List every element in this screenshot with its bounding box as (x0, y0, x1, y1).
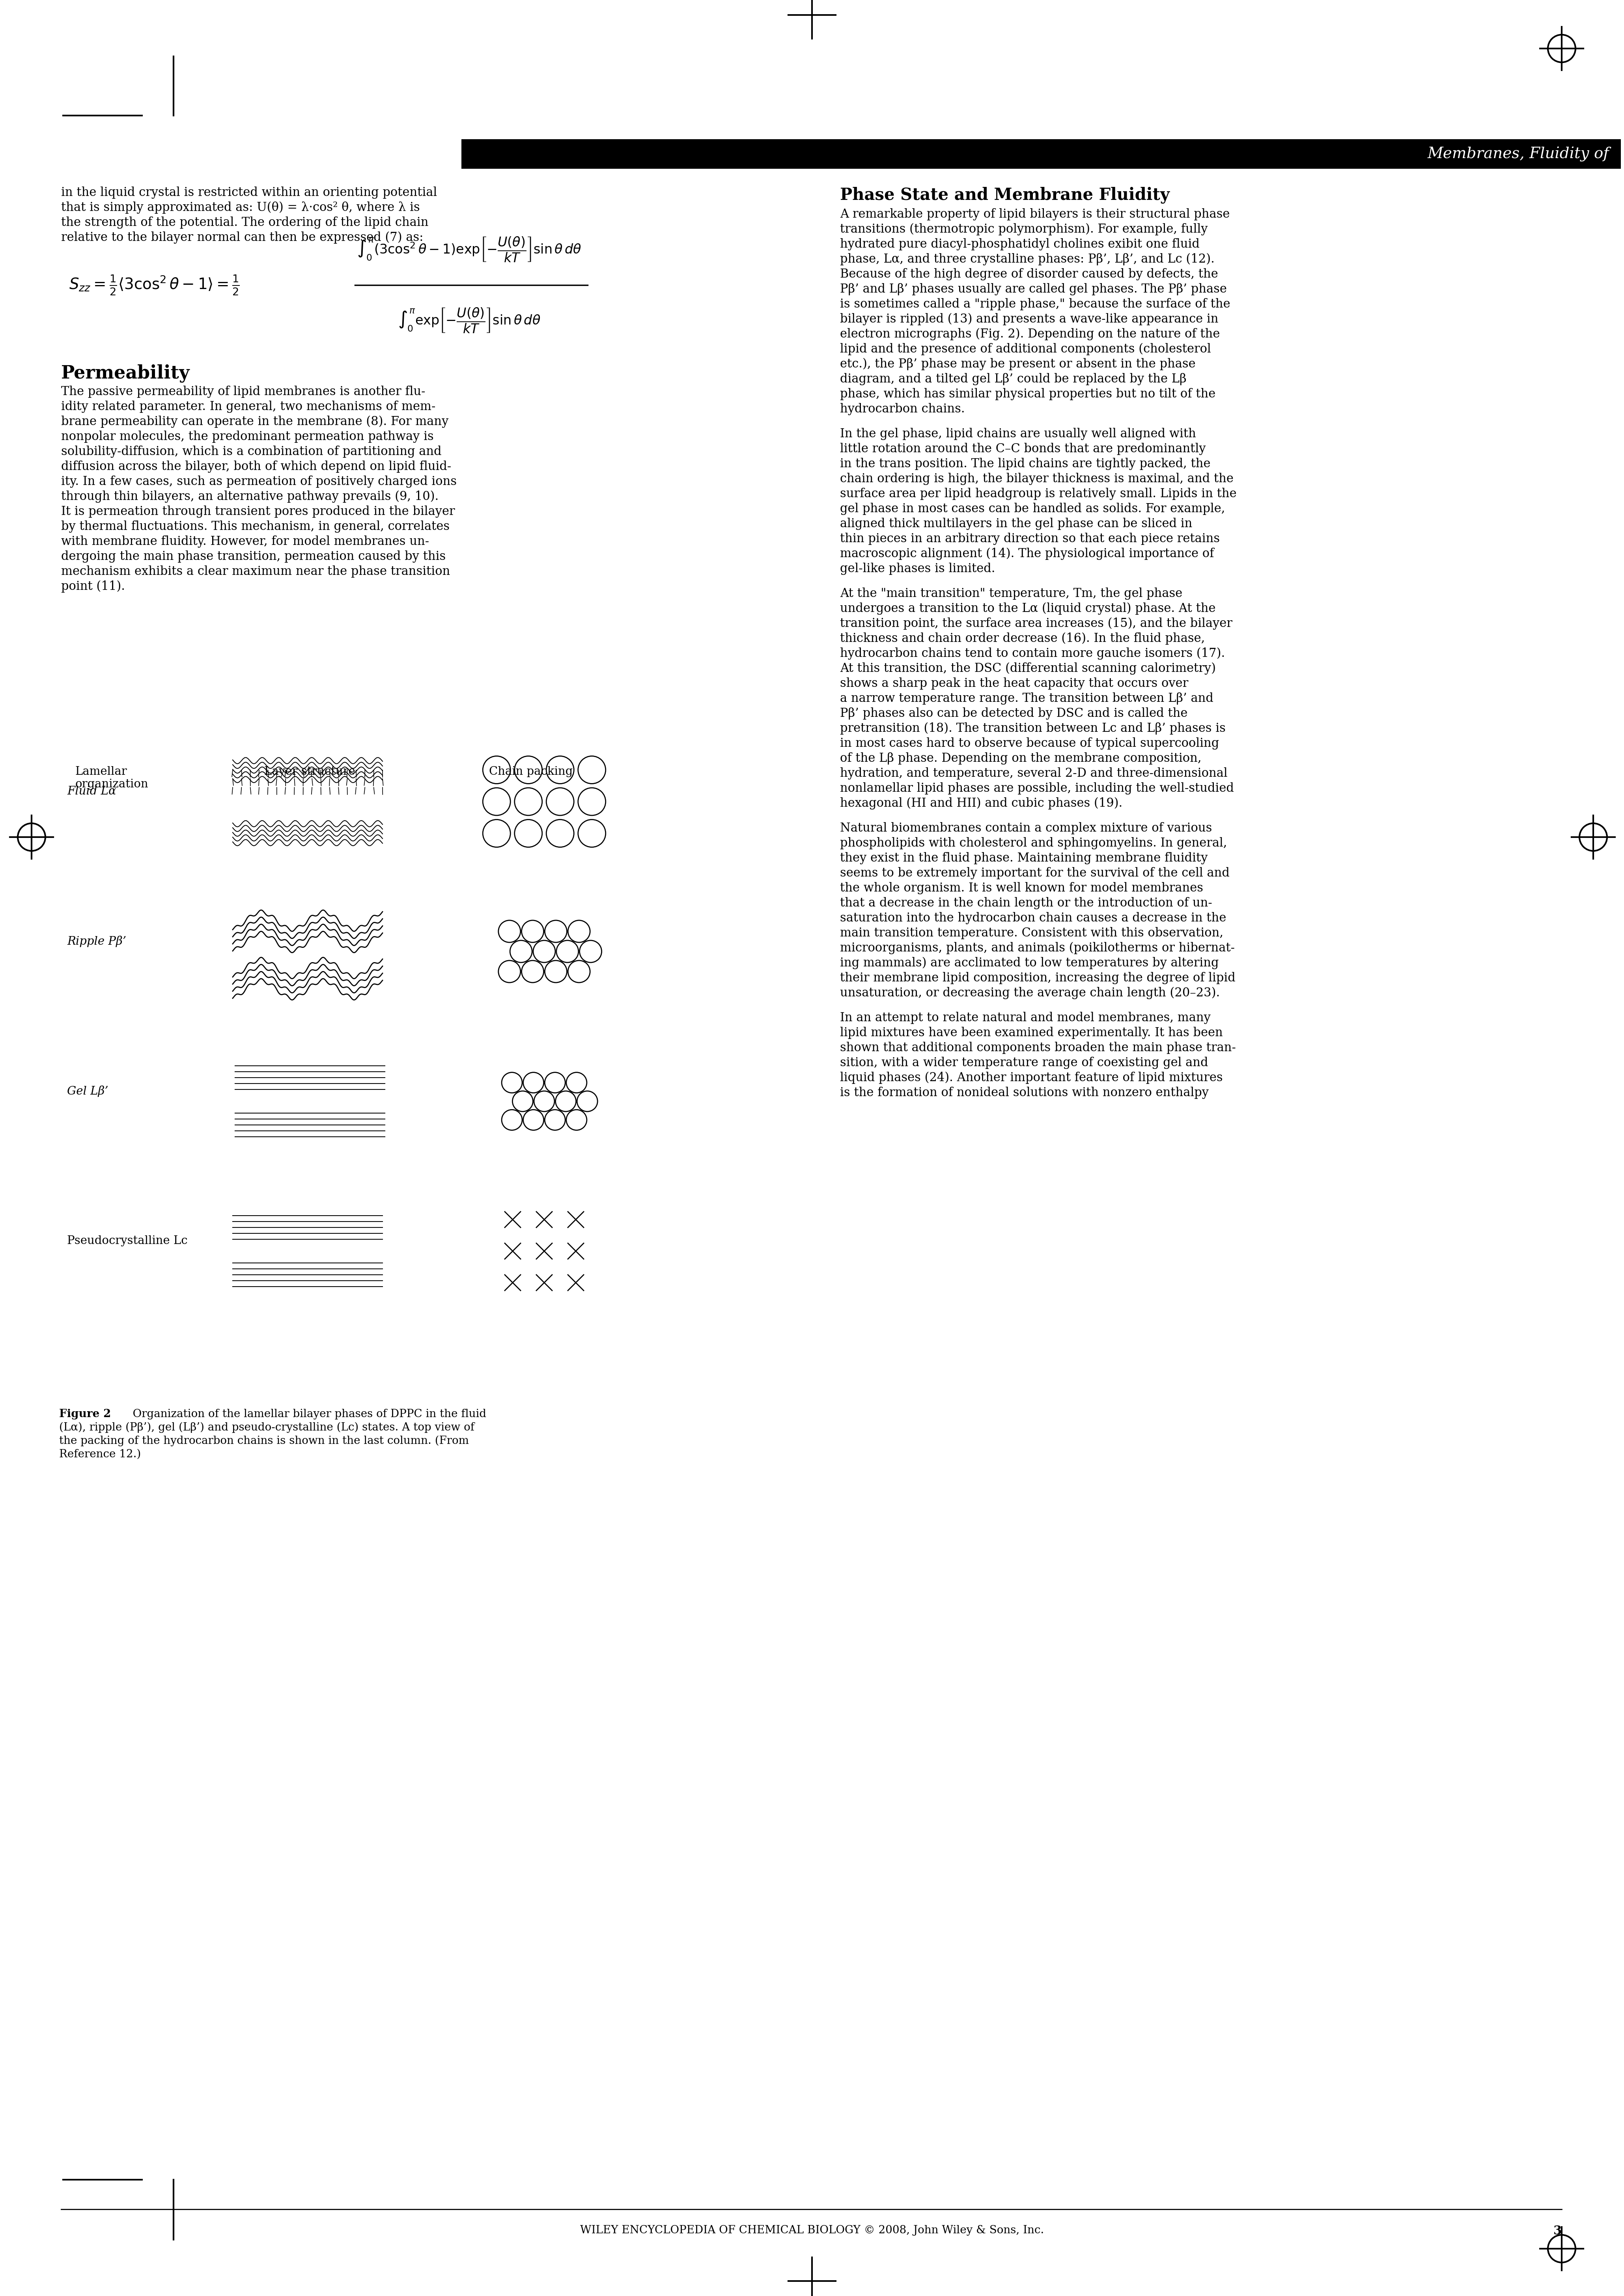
Text: phase, Lα, and three crystalline phases: Pβ’, Lβ’, and Lc (12).: phase, Lα, and three crystalline phases:… (840, 253, 1215, 266)
Text: the packing of the hydrocarbon chains is shown in the last column. (From: the packing of the hydrocarbon chains is… (58, 1435, 469, 1446)
Text: they exist in the fluid phase. Maintaining membrane fluidity: they exist in the fluid phase. Maintaini… (840, 852, 1208, 863)
Text: Organization of the lamellar bilayer phases of DPPC in the fluid: Organization of the lamellar bilayer pha… (122, 1410, 486, 1419)
Text: electron micrographs (Fig. 2). Depending on the nature of the: electron micrographs (Fig. 2). Depending… (840, 328, 1220, 340)
Text: through thin bilayers, an alternative pathway prevails (9, 10).: through thin bilayers, an alternative pa… (62, 491, 438, 503)
Text: surface area per lipid headgroup is relatively small. Lipids in the: surface area per lipid headgroup is rela… (840, 487, 1236, 501)
Text: bilayer is rippled (13) and presents a wave-like appearance in: bilayer is rippled (13) and presents a w… (840, 312, 1218, 326)
Text: phospholipids with cholesterol and sphingomyelins. In general,: phospholipids with cholesterol and sphin… (840, 838, 1228, 850)
Text: point (11).: point (11). (62, 581, 125, 592)
Text: pretransition (18). The transition between Lc and Lβ’ phases is: pretransition (18). The transition betwe… (840, 723, 1226, 735)
Text: idity related parameter. In general, two mechanisms of mem-: idity related parameter. In general, two… (62, 400, 435, 413)
Text: in most cases hard to observe because of typical supercooling: in most cases hard to observe because of… (840, 737, 1220, 748)
Text: Permeability: Permeability (62, 365, 190, 381)
Text: hydration, and temperature, several 2-D and three-dimensional: hydration, and temperature, several 2-D … (840, 767, 1228, 781)
Text: $S_{zz} = \frac{1}{2}\langle 3\cos^2\theta - 1\rangle = \frac{1}{2}$: $S_{zz} = \frac{1}{2}\langle 3\cos^2\the… (68, 273, 240, 296)
Text: At this transition, the DSC (differential scanning calorimetry): At this transition, the DSC (differentia… (840, 664, 1216, 675)
Text: seems to be extremely important for the survival of the cell and: seems to be extremely important for the … (840, 868, 1229, 879)
Text: transitions (thermotropic polymorphism). For example, fully: transitions (thermotropic polymorphism).… (840, 223, 1208, 236)
Text: Layer structure: Layer structure (265, 767, 356, 776)
Text: Chain packing: Chain packing (489, 767, 573, 776)
Text: nonlamellar lipid phases are possible, including the well-studied: nonlamellar lipid phases are possible, i… (840, 783, 1234, 794)
Text: saturation into the hydrocarbon chain causes a decrease in the: saturation into the hydrocarbon chain ca… (840, 912, 1226, 925)
Text: Figure 2: Figure 2 (58, 1410, 110, 1419)
Text: little rotation around the C–C bonds that are predominantly: little rotation around the C–C bonds tha… (840, 443, 1205, 455)
Bar (461, 140, 1621, 170)
Text: In an attempt to relate natural and model membranes, many: In an attempt to relate natural and mode… (840, 1013, 1210, 1024)
Text: $\int_0^{\pi}\exp\!\left[-\dfrac{U(\theta)}{kT}\right]\sin\theta\,d\theta$: $\int_0^{\pi}\exp\!\left[-\dfrac{U(\thet… (398, 308, 541, 335)
Text: Phase State and Membrane Fluidity: Phase State and Membrane Fluidity (840, 186, 1169, 204)
Text: thin pieces in an arbitrary direction so that each piece retains: thin pieces in an arbitrary direction so… (840, 533, 1220, 544)
Text: ity. In a few cases, such as permeation of positively charged ions: ity. In a few cases, such as permeation … (62, 475, 456, 487)
Text: by thermal fluctuations. This mechanism, in general, correlates: by thermal fluctuations. This mechanism,… (62, 521, 450, 533)
Text: dergoing the main phase transition, permeation caused by this: dergoing the main phase transition, perm… (62, 551, 445, 563)
Text: diffusion across the bilayer, both of which depend on lipid fluid-: diffusion across the bilayer, both of wh… (62, 461, 451, 473)
Text: WILEY ENCYCLOPEDIA OF CHEMICAL BIOLOGY © 2008, John Wiley & Sons, Inc.: WILEY ENCYCLOPEDIA OF CHEMICAL BIOLOGY ©… (580, 2225, 1044, 2236)
Text: in the liquid crystal is restricted within an orienting potential: in the liquid crystal is restricted with… (62, 186, 437, 200)
Text: Reference 12.): Reference 12.) (58, 1449, 141, 1460)
Text: nonpolar molecules, the predominant permeation pathway is: nonpolar molecules, the predominant perm… (62, 432, 434, 443)
Text: Membranes, Fluidity of: Membranes, Fluidity of (1427, 147, 1609, 161)
Text: At the "main transition" temperature, Tm, the gel phase: At the "main transition" temperature, Tm… (840, 588, 1182, 599)
Text: 3: 3 (1553, 2225, 1562, 2236)
Text: a narrow temperature range. The transition between Lβ’ and: a narrow temperature range. The transiti… (840, 693, 1213, 705)
Text: hydrated pure diacyl-phosphatidyl cholines exibit one fluid: hydrated pure diacyl-phosphatidyl cholin… (840, 239, 1200, 250)
Text: sition, with a wider temperature range of coexisting gel and: sition, with a wider temperature range o… (840, 1056, 1208, 1070)
Text: It is permeation through transient pores produced in the bilayer: It is permeation through transient pores… (62, 505, 455, 517)
Text: shown that additional components broaden the main phase tran-: shown that additional components broaden… (840, 1042, 1236, 1054)
Text: their membrane lipid composition, increasing the degree of lipid: their membrane lipid composition, increa… (840, 971, 1236, 985)
Text: lipid and the presence of additional components (cholesterol: lipid and the presence of additional com… (840, 342, 1212, 356)
Text: Fluid Lα: Fluid Lα (67, 785, 117, 797)
Text: in the trans position. The lipid chains are tightly packed, the: in the trans position. The lipid chains … (840, 457, 1210, 471)
Text: Ripple Pβ’: Ripple Pβ’ (67, 937, 127, 948)
Text: aligned thick multilayers in the gel phase can be sliced in: aligned thick multilayers in the gel pha… (840, 517, 1192, 530)
Text: $\int_0^{\pi}(3\cos^2\theta - 1)\exp\!\left[-\dfrac{U(\theta)}{kT}\right]\sin\th: $\int_0^{\pi}(3\cos^2\theta - 1)\exp\!\l… (357, 236, 581, 264)
Text: relative to the bilayer normal can then be expressed (7) as:: relative to the bilayer normal can then … (62, 232, 424, 243)
Text: with membrane fluidity. However, for model membranes un-: with membrane fluidity. However, for mod… (62, 535, 429, 549)
Text: hydrocarbon chains tend to contain more gauche isomers (17).: hydrocarbon chains tend to contain more … (840, 647, 1224, 659)
Text: chain ordering is high, the bilayer thickness is maximal, and the: chain ordering is high, the bilayer thic… (840, 473, 1234, 484)
Text: Gel Lβ’: Gel Lβ’ (67, 1086, 109, 1097)
Text: that a decrease in the chain length or the introduction of un-: that a decrease in the chain length or t… (840, 898, 1212, 909)
Text: of the Lβ phase. Depending on the membrane composition,: of the Lβ phase. Depending on the membra… (840, 753, 1202, 765)
Text: hexagonal (HI and HII) and cubic phases (19).: hexagonal (HI and HII) and cubic phases … (840, 797, 1122, 810)
Text: hydrocarbon chains.: hydrocarbon chains. (840, 404, 965, 416)
Text: is the formation of nonideal solutions with nonzero enthalpy: is the formation of nonideal solutions w… (840, 1086, 1208, 1100)
Text: gel-like phases is limited.: gel-like phases is limited. (840, 563, 996, 574)
Text: (Lα), ripple (Pβ’), gel (Lβ’) and pseudo-crystalline (Lc) states. A top view of: (Lα), ripple (Pβ’), gel (Lβ’) and pseudo… (58, 1421, 474, 1433)
Text: macroscopic alignment (14). The physiological importance of: macroscopic alignment (14). The physiolo… (840, 549, 1215, 560)
Text: lipid mixtures have been examined experimentally. It has been: lipid mixtures have been examined experi… (840, 1026, 1223, 1040)
Text: liquid phases (24). Another important feature of lipid mixtures: liquid phases (24). Another important fe… (840, 1072, 1223, 1084)
Text: ing mammals) are acclimated to low temperatures by altering: ing mammals) are acclimated to low tempe… (840, 957, 1218, 969)
Text: the strength of the potential. The ordering of the lipid chain: the strength of the potential. The order… (62, 216, 429, 230)
Text: undergoes a transition to the Lα (liquid crystal) phase. At the: undergoes a transition to the Lα (liquid… (840, 602, 1216, 615)
Text: phase, which has similar physical properties but no tilt of the: phase, which has similar physical proper… (840, 388, 1215, 400)
Text: main transition temperature. Consistent with this observation,: main transition temperature. Consistent … (840, 928, 1223, 939)
Text: Lamellar
organization: Lamellar organization (75, 767, 148, 790)
Text: solubility-diffusion, which is a combination of partitioning and: solubility-diffusion, which is a combina… (62, 445, 442, 457)
Text: Pβ’ and Lβ’ phases usually are called gel phases. The Pβ’ phase: Pβ’ and Lβ’ phases usually are called ge… (840, 282, 1226, 296)
Text: mechanism exhibits a clear maximum near the phase transition: mechanism exhibits a clear maximum near … (62, 565, 450, 579)
Text: Pβ’ phases also can be detected by DSC and is called the: Pβ’ phases also can be detected by DSC a… (840, 707, 1187, 719)
Text: In the gel phase, lipid chains are usually well aligned with: In the gel phase, lipid chains are usual… (840, 427, 1195, 441)
Text: shows a sharp peak in the heat capacity that occurs over: shows a sharp peak in the heat capacity … (840, 677, 1189, 689)
Text: A remarkable property of lipid bilayers is their structural phase: A remarkable property of lipid bilayers … (840, 209, 1229, 220)
Text: brane permeability can operate in the membrane (8). For many: brane permeability can operate in the me… (62, 416, 448, 427)
Text: Natural biomembranes contain a complex mixture of various: Natural biomembranes contain a complex m… (840, 822, 1212, 833)
Text: is sometimes called a "ripple phase," because the surface of the: is sometimes called a "ripple phase," be… (840, 298, 1231, 310)
Text: gel phase in most cases can be handled as solids. For example,: gel phase in most cases can be handled a… (840, 503, 1224, 514)
Text: the whole organism. It is well known for model membranes: the whole organism. It is well known for… (840, 882, 1203, 893)
Text: transition point, the surface area increases (15), and the bilayer: transition point, the surface area incre… (840, 618, 1233, 629)
Text: unsaturation, or decreasing the average chain length (20–23).: unsaturation, or decreasing the average … (840, 987, 1220, 999)
Text: etc.), the Pβ’ phase may be present or absent in the phase: etc.), the Pβ’ phase may be present or a… (840, 358, 1195, 370)
Text: Because of the high degree of disorder caused by defects, the: Because of the high degree of disorder c… (840, 269, 1218, 280)
Text: microorganisms, plants, and animals (poikilotherms or hibernat-: microorganisms, plants, and animals (poi… (840, 941, 1234, 955)
Text: thickness and chain order decrease (16). In the fluid phase,: thickness and chain order decrease (16).… (840, 631, 1205, 645)
Text: that is simply approximated as: U(θ) = λ·cos² θ, where λ is: that is simply approximated as: U(θ) = λ… (62, 202, 421, 214)
Text: The passive permeability of lipid membranes is another flu-: The passive permeability of lipid membra… (62, 386, 425, 397)
Text: Pseudocrystalline Lc: Pseudocrystalline Lc (67, 1235, 187, 1247)
Text: diagram, and a tilted gel Lβ’ could be replaced by the Lβ: diagram, and a tilted gel Lβ’ could be r… (840, 372, 1187, 386)
